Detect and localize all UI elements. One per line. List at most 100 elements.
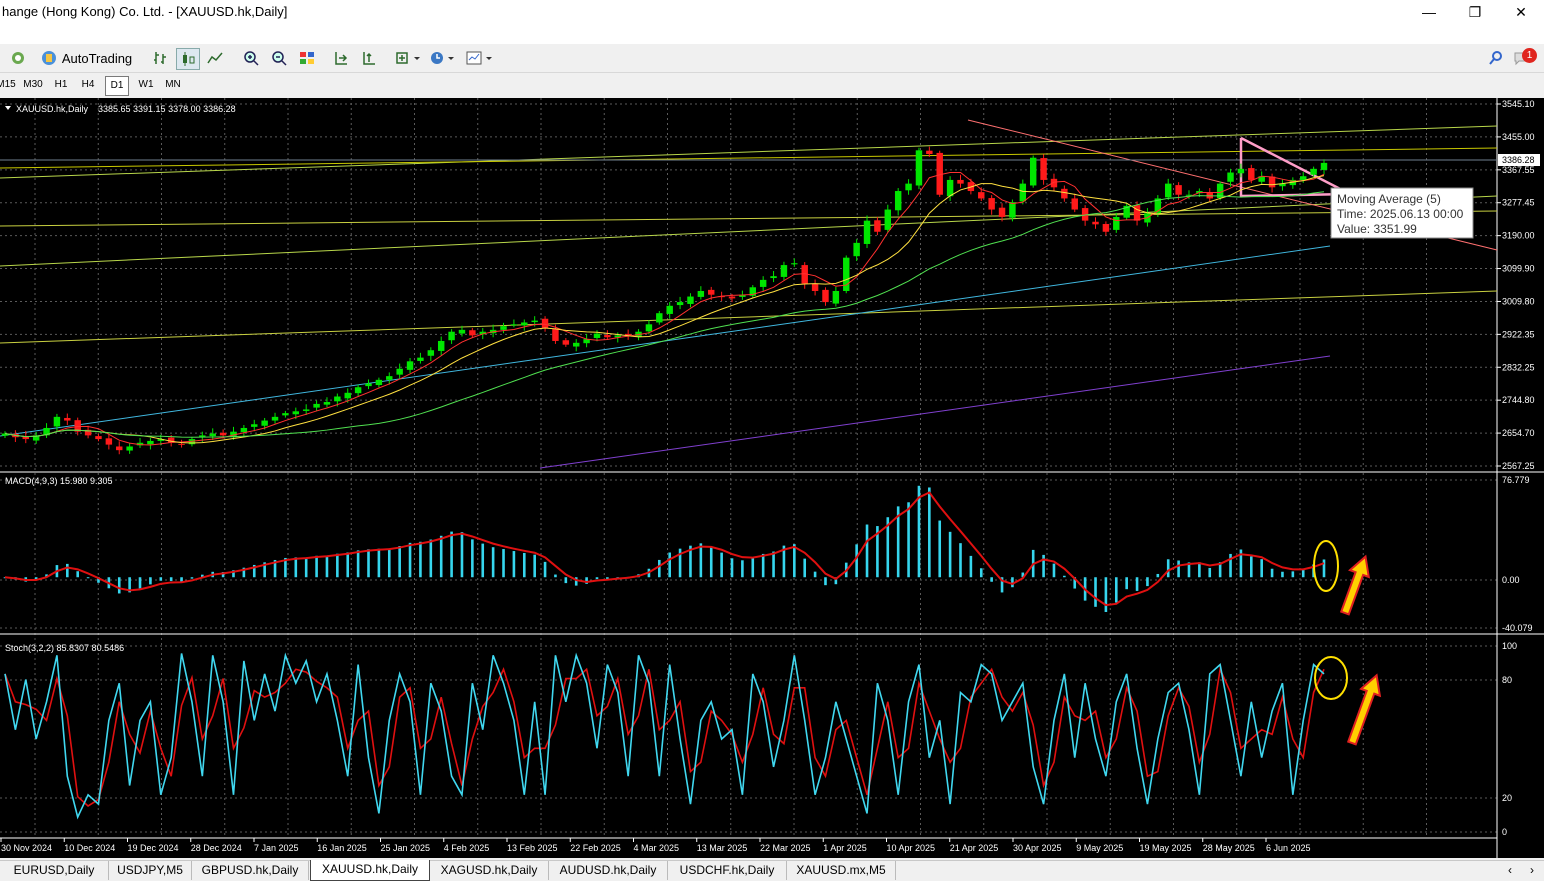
autotrading-label: AutoTrading — [61, 50, 133, 66]
tabs-scroll-right-icon[interactable]: › — [1530, 863, 1534, 877]
channel-line — [0, 195, 1498, 267]
candle-body — [1248, 168, 1255, 180]
candle-body — [147, 440, 154, 445]
zoom-in-icon[interactable] — [240, 48, 262, 68]
macd-bar — [97, 577, 100, 583]
timeframe-h1[interactable]: H1 — [54, 79, 68, 90]
macd-bar — [356, 550, 360, 578]
candle-body — [510, 324, 518, 326]
macd-bar — [471, 539, 474, 578]
macd-bar — [1011, 577, 1014, 588]
candle-body — [541, 318, 549, 329]
macd-bar — [252, 564, 256, 578]
candle-body — [573, 342, 580, 347]
tab-usdjpy-m5[interactable]: USDJPY,M5 — [109, 861, 192, 880]
macd-bar — [554, 574, 557, 578]
moving-average-30 — [4, 191, 1325, 438]
autotrading-button[interactable]: AutoTrading — [36, 48, 136, 68]
candle-body — [167, 437, 175, 443]
minimize-icon[interactable]: — — [1422, 4, 1436, 20]
tab-xauusd-daily[interactable]: XAUUSD.hk,Daily — [310, 860, 430, 881]
date-axis-label: 22 Feb 2025 — [570, 843, 621, 853]
candle-body — [126, 446, 133, 451]
macd-bar — [1063, 575, 1066, 578]
chart-collapse-icon[interactable] — [5, 106, 11, 110]
candle-body — [770, 276, 777, 279]
macd-bar — [668, 552, 671, 578]
candle-body — [1029, 157, 1037, 186]
autoscroll-icon[interactable] — [358, 48, 380, 68]
tab-xagusd-daily[interactable]: XAGUSD.hk,Daily — [430, 861, 549, 880]
macd-bar — [865, 524, 869, 578]
candle-body — [64, 417, 71, 421]
bar-chart-icon[interactable] — [150, 48, 172, 68]
date-axis-label: 10 Apr 2025 — [887, 843, 936, 853]
candle-body — [323, 402, 331, 405]
candle-body — [437, 340, 445, 351]
price-axis-label: 3009.80 — [1502, 296, 1535, 306]
macd-bar — [1052, 563, 1056, 578]
candle-body — [1216, 183, 1224, 199]
candle-body — [1123, 205, 1130, 218]
macd-bar — [948, 531, 952, 578]
tooltip-line3: Value: 3351.99 — [1337, 222, 1417, 236]
templates-dropdown-icon[interactable] — [464, 48, 496, 68]
macd-bar — [990, 577, 993, 582]
macd-bar — [1125, 577, 1128, 590]
candle-body — [500, 326, 507, 330]
notifications-button[interactable]: 1 — [1512, 48, 1540, 68]
macd-bar — [782, 545, 786, 578]
macd-bar — [66, 563, 69, 578]
candle-body — [427, 350, 435, 356]
close-icon[interactable]: ✕ — [1515, 3, 1527, 20]
indicators-dropdown-icon[interactable] — [394, 48, 424, 68]
macd-bar — [138, 577, 142, 589]
stoch-axis-label: 100 — [1502, 641, 1517, 651]
candle-body — [1040, 158, 1047, 180]
macd-bar — [928, 487, 931, 578]
tab-gbpusd-daily[interactable]: GBPUSD.hk,Daily — [192, 861, 309, 880]
restore-icon[interactable]: ❐ — [1468, 3, 1482, 20]
candle-body — [801, 265, 808, 284]
candle-body — [624, 333, 632, 336]
candle-body — [957, 179, 964, 184]
tab-xauusd-mx-m5[interactable]: XAUUSD.mx,M5 — [787, 861, 896, 880]
candle-body — [759, 279, 767, 287]
macd-up-arrow-icon — [1339, 554, 1371, 616]
candle-body — [521, 322, 528, 326]
autotrading-icon — [41, 51, 56, 65]
candle-body — [593, 333, 601, 339]
timeframe-mn[interactable]: MN — [165, 79, 181, 90]
macd-bar — [502, 549, 505, 578]
candle-body — [292, 411, 300, 415]
candle-body — [1009, 202, 1016, 218]
timeframe-d1[interactable]: D1 — [105, 76, 129, 96]
macd-bar — [938, 520, 942, 578]
zoom-out-icon[interactable] — [268, 48, 290, 68]
periods-dropdown-icon[interactable] — [428, 48, 458, 68]
timeframe-m15[interactable]: M15 — [0, 79, 16, 90]
tabs-scroll-left-icon[interactable]: ‹ — [1508, 863, 1512, 877]
macd-bar — [190, 577, 194, 579]
chart-window[interactable]: 3545.10 3455.00 3367.55 3277.45 3190.00 3099.… — [0, 98, 1544, 858]
candle-body — [739, 294, 746, 297]
signal-icon[interactable] — [8, 48, 28, 68]
stoch-highlight-circle — [1314, 656, 1348, 700]
tab-usdchf-daily[interactable]: USDCHF.hk,Daily — [668, 861, 787, 880]
stoch-axis-label: 20 — [1502, 793, 1512, 803]
timeframe-h4[interactable]: H4 — [81, 79, 95, 90]
window-titlebar: hange (Hong Kong) Co. Ltd. - [XAUUSD.hk,… — [0, 0, 1544, 24]
ma-tooltip: Moving Average (5) Time: 2025.06.13 00:0… — [1330, 187, 1474, 239]
macd-bar — [377, 548, 381, 578]
macd-bar — [263, 562, 266, 578]
tab-audusd-daily[interactable]: AUDUSD.hk,Daily — [549, 861, 668, 880]
line-chart-icon[interactable] — [204, 48, 226, 68]
chart-shift-icon[interactable] — [330, 48, 352, 68]
timeframe-w1[interactable]: W1 — [138, 79, 154, 90]
tab-eurusd-daily[interactable]: EURUSD,Daily — [0, 861, 109, 880]
tile-windows-icon[interactable] — [296, 48, 318, 68]
macd-bar — [813, 571, 817, 578]
timeframe-m30[interactable]: M30 — [23, 79, 43, 90]
candle-chart-icon[interactable] — [176, 48, 200, 70]
search-icon[interactable] — [1486, 48, 1506, 68]
